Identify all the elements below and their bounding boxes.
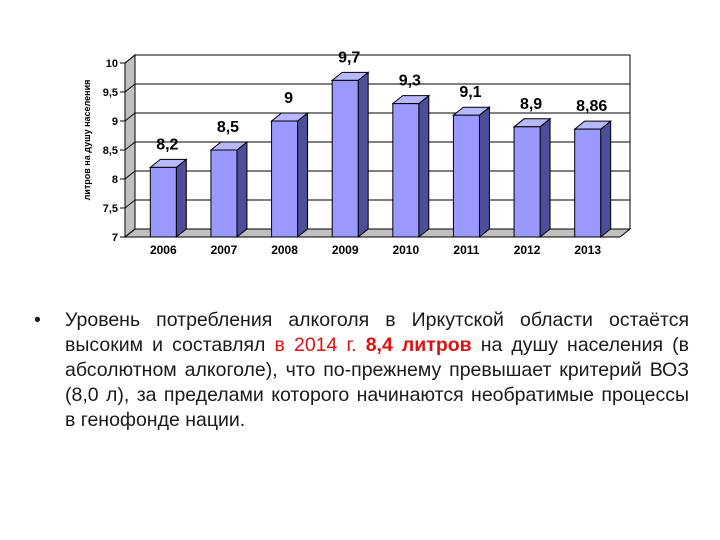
y-tick-label: 10 xyxy=(106,58,118,70)
y-tick-label: 7,5 xyxy=(103,203,118,215)
bar-side xyxy=(539,117,551,239)
chart-labels: 7 7,5 8 8,5 9 9,5 10 8,2 2006 8,5 2007 9 2008 9,7 2009… xyxy=(103,49,608,257)
x-tick-label: 2007 xyxy=(211,243,238,257)
gridline-side xyxy=(124,112,136,122)
bullet-paragraph: • Уровень потребления алкоголя в Иркутск… xyxy=(34,308,689,433)
bar-side xyxy=(297,111,309,239)
bar xyxy=(149,166,177,238)
bar xyxy=(271,120,299,238)
gridline-side xyxy=(124,141,136,151)
y-tick-label: 9 xyxy=(112,116,118,128)
bar-side xyxy=(357,71,369,239)
data-label: 8,86 xyxy=(576,98,607,115)
x-tick-label: 2006 xyxy=(150,243,177,257)
highlight-value: 8,4 литров xyxy=(365,334,472,356)
bar-chart: 7 7,5 8 8,5 9 9,5 10 8,2 2006 8,5 2007 9 2008 9,7 2009… xyxy=(82,49,632,257)
bar xyxy=(513,126,541,238)
bar xyxy=(574,128,602,238)
bar-side xyxy=(478,106,490,239)
chart-bars xyxy=(148,71,613,239)
y-tick-label: 8,5 xyxy=(103,145,118,157)
bar-side xyxy=(418,94,430,239)
text-part-2: на душу населения (в абсолютном алкоголе… xyxy=(65,334,689,431)
gridline-side xyxy=(124,83,136,93)
bar-side xyxy=(600,120,612,239)
data-label: 8,5 xyxy=(217,119,239,136)
y-tick-label: 8 xyxy=(112,174,118,186)
data-label: 9,3 xyxy=(399,73,421,90)
data-label: 9,7 xyxy=(338,49,360,66)
y-tick-label: 7 xyxy=(112,232,118,244)
x-tick-label: 2012 xyxy=(514,243,541,257)
gridline-side xyxy=(124,170,136,180)
x-tick-label: 2010 xyxy=(392,243,419,257)
bar xyxy=(392,103,420,238)
gridline-side xyxy=(124,228,136,238)
y-axis-label: литров на душу населения xyxy=(82,80,92,201)
highlight-year: в 2014 г. xyxy=(274,334,366,356)
bar xyxy=(452,114,480,238)
bullet-marker: • xyxy=(34,309,41,331)
data-label: 8,2 xyxy=(156,136,178,153)
data-label: 9 xyxy=(284,90,293,107)
bar xyxy=(210,149,238,238)
gridline-side xyxy=(124,54,136,64)
data-label: 8,9 xyxy=(520,96,542,113)
x-tick-label: 2008 xyxy=(271,243,298,257)
bar xyxy=(331,79,359,238)
y-tick-label: 9,5 xyxy=(103,87,118,99)
x-tick-label: 2009 xyxy=(332,243,359,257)
gridline-side xyxy=(124,199,136,209)
x-tick-label: 2013 xyxy=(574,243,601,257)
x-tick-label: 2011 xyxy=(453,243,479,257)
data-label: 9,1 xyxy=(459,84,481,101)
text-part-1: Уровень потребления алкоголя в Иркутской… xyxy=(65,309,689,356)
bar-side xyxy=(175,158,187,239)
chart-walls xyxy=(123,53,632,239)
bullet-text: Уровень потребления алкоголя в Иркутской… xyxy=(65,308,689,433)
chart-floor xyxy=(123,228,632,238)
bar-side xyxy=(236,140,248,239)
